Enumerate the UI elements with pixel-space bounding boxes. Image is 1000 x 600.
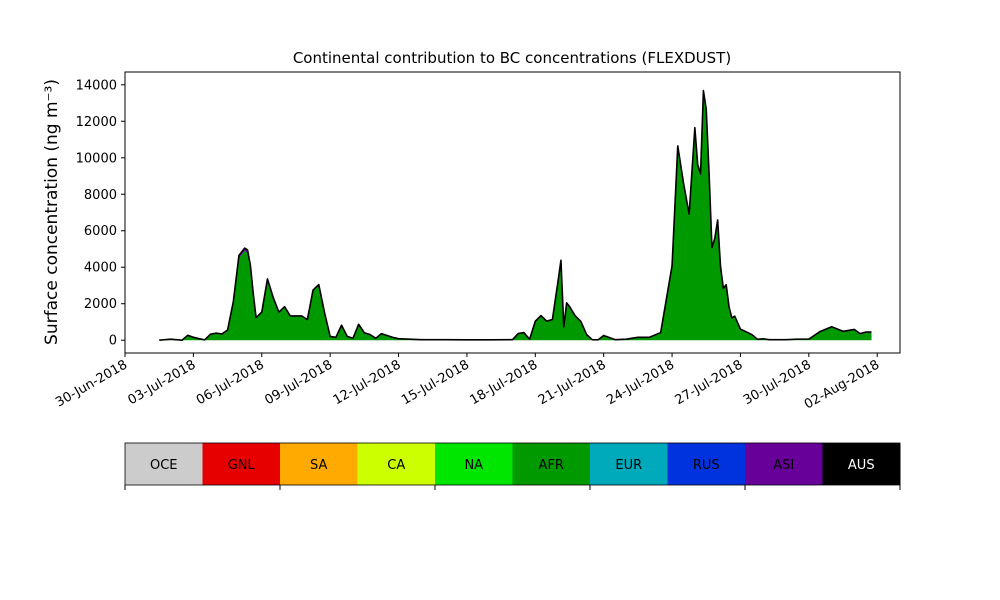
y-axis: 0 2000 4000 6000 8000 10000 12000 14000: [76, 78, 125, 349]
legend-label: EUR: [615, 458, 642, 473]
x-tick-label: 03-Jul-2018: [126, 357, 199, 408]
legend-swatch: [512, 443, 591, 485]
legend-colorbar: OCE GNL SA CA NA AFR EUR RUS ASI AUS: [124, 442, 901, 490]
series-layer: [159, 90, 872, 341]
x-tick-label: 15-Jul-2018: [399, 357, 472, 408]
x-tick-label: 21-Jul-2018: [536, 357, 609, 408]
chart-title: Continental contribution to BC concentra…: [293, 49, 731, 67]
legend-swatch: [357, 443, 436, 485]
legend-swatch: [822, 443, 901, 485]
y-tick-label: 6000: [84, 224, 117, 239]
legend-label: ASI: [773, 458, 794, 473]
legend-label: AUS: [848, 458, 875, 473]
x-tick-label: 18-Jul-2018: [467, 357, 540, 408]
legend-label: RUS: [693, 458, 720, 473]
x-tick-label: 06-Jul-2018: [194, 357, 267, 408]
x-tick-label: 30-Jun-2018: [53, 357, 130, 410]
x-tick-label: 24-Jul-2018: [604, 357, 677, 408]
y-axis-label: Surface concentration (ng m⁻³): [42, 79, 62, 345]
x-tick-label: 09-Jul-2018: [262, 357, 335, 408]
y-tick-label: 4000: [84, 261, 117, 276]
legend-swatch: [667, 443, 746, 485]
legend-swatch: [745, 443, 823, 485]
legend-swatch: [435, 443, 513, 485]
colorbar-frame: [124, 442, 901, 486]
legend-swatch: [590, 443, 668, 485]
total-outline: [159, 89, 872, 342]
y-tick-label: 8000: [84, 188, 117, 203]
outline-layer: [159, 89, 872, 342]
x-tick-label: 27-Jul-2018: [673, 357, 746, 408]
series-area-0: [159, 93, 872, 341]
y-tick-label: 10000: [76, 151, 117, 166]
legend-label: GNL: [228, 458, 256, 473]
y-tick-label: 14000: [76, 78, 117, 93]
x-tick-label: 12-Jul-2018: [331, 357, 404, 408]
plot-frame: [124, 71, 901, 354]
legend-label: SA: [310, 458, 327, 473]
y-tick-label: 12000: [76, 115, 117, 130]
legend-swatch: [125, 443, 203, 485]
x-axis: 30-Jun-201803-Jul-201806-Jul-201809-Jul-…: [53, 353, 882, 413]
y-tick-label: 2000: [84, 297, 117, 312]
legend-label: AFR: [539, 458, 564, 473]
x-tick-label: 02-Aug-2018: [802, 357, 882, 412]
legend-label: NA: [464, 458, 483, 473]
legend-label: OCE: [150, 458, 178, 473]
y-tick-label: 0: [109, 334, 117, 349]
legend-swatch: [280, 443, 358, 485]
legend-label: CA: [387, 458, 405, 473]
legend-swatch: [202, 443, 281, 485]
